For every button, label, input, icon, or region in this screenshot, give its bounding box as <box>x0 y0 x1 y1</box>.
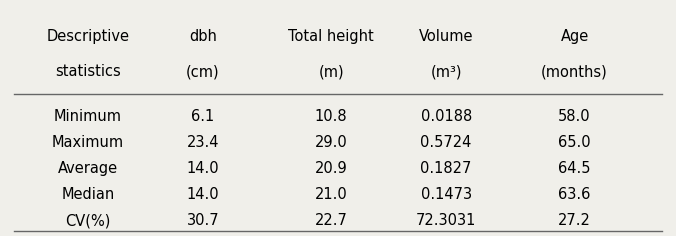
Text: (cm): (cm) <box>186 64 220 80</box>
Text: Descriptive: Descriptive <box>47 29 129 44</box>
Text: 14.0: 14.0 <box>187 161 219 176</box>
Text: 27.2: 27.2 <box>558 213 591 228</box>
Text: CV(%): CV(%) <box>65 213 111 228</box>
Text: 63.6: 63.6 <box>558 187 591 202</box>
Text: 14.0: 14.0 <box>187 187 219 202</box>
Text: (m³): (m³) <box>431 64 462 80</box>
Text: 23.4: 23.4 <box>187 135 219 150</box>
Text: 30.7: 30.7 <box>187 213 219 228</box>
Text: 64.5: 64.5 <box>558 161 591 176</box>
Text: Age: Age <box>560 29 589 44</box>
Text: 58.0: 58.0 <box>558 109 591 124</box>
Text: dbh: dbh <box>189 29 217 44</box>
Text: (months): (months) <box>541 64 608 80</box>
Text: 22.7: 22.7 <box>315 213 347 228</box>
Text: 20.9: 20.9 <box>315 161 347 176</box>
Text: 0.0188: 0.0188 <box>420 109 472 124</box>
Text: Minimum: Minimum <box>54 109 122 124</box>
Text: 6.1: 6.1 <box>191 109 214 124</box>
Text: Total height: Total height <box>289 29 374 44</box>
Text: 29.0: 29.0 <box>315 135 347 150</box>
Text: Maximum: Maximum <box>52 135 124 150</box>
Text: statistics: statistics <box>55 64 121 80</box>
Text: Average: Average <box>58 161 118 176</box>
Text: Median: Median <box>62 187 114 202</box>
Text: 0.1827: 0.1827 <box>420 161 472 176</box>
Text: 21.0: 21.0 <box>315 187 347 202</box>
Text: 72.3031: 72.3031 <box>416 213 477 228</box>
Text: 10.8: 10.8 <box>315 109 347 124</box>
Text: 0.5724: 0.5724 <box>420 135 472 150</box>
Text: 65.0: 65.0 <box>558 135 591 150</box>
Text: 0.1473: 0.1473 <box>420 187 472 202</box>
Text: (m): (m) <box>318 64 344 80</box>
Text: Volume: Volume <box>419 29 473 44</box>
